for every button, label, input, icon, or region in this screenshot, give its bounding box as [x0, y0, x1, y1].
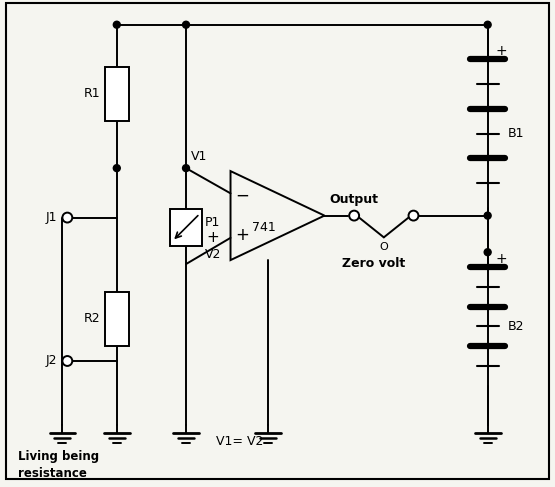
Text: +: + [496, 44, 507, 58]
Text: −: − [235, 187, 249, 205]
Text: O: O [380, 243, 388, 252]
Circle shape [113, 165, 120, 171]
Text: Living being
resistance: Living being resistance [18, 450, 99, 480]
Text: J1: J1 [46, 211, 58, 224]
Circle shape [408, 211, 418, 221]
Text: V1: V1 [191, 150, 208, 163]
Text: +: + [235, 226, 249, 244]
Circle shape [183, 21, 189, 28]
Text: P1: P1 [205, 216, 220, 229]
Circle shape [183, 165, 189, 171]
Text: J2: J2 [46, 355, 58, 368]
Text: 741: 741 [251, 221, 275, 234]
Circle shape [113, 21, 120, 28]
Circle shape [484, 212, 491, 219]
Bar [105, 67, 129, 121]
Bar [170, 208, 202, 246]
Text: V1= V2: V1= V2 [216, 435, 263, 448]
Text: B1: B1 [507, 127, 524, 140]
Text: Output: Output [330, 193, 379, 206]
Text: B2: B2 [507, 320, 524, 333]
Circle shape [62, 213, 72, 223]
Text: V2: V2 [205, 248, 221, 261]
Text: +: + [496, 252, 507, 266]
Text: Zero volt: Zero volt [342, 257, 406, 270]
Circle shape [349, 211, 359, 221]
Text: R2: R2 [83, 313, 100, 325]
Text: R1: R1 [83, 88, 100, 100]
Circle shape [62, 356, 72, 366]
Bar [105, 292, 129, 346]
Circle shape [484, 249, 491, 256]
Circle shape [484, 21, 491, 28]
Text: +: + [206, 230, 219, 245]
